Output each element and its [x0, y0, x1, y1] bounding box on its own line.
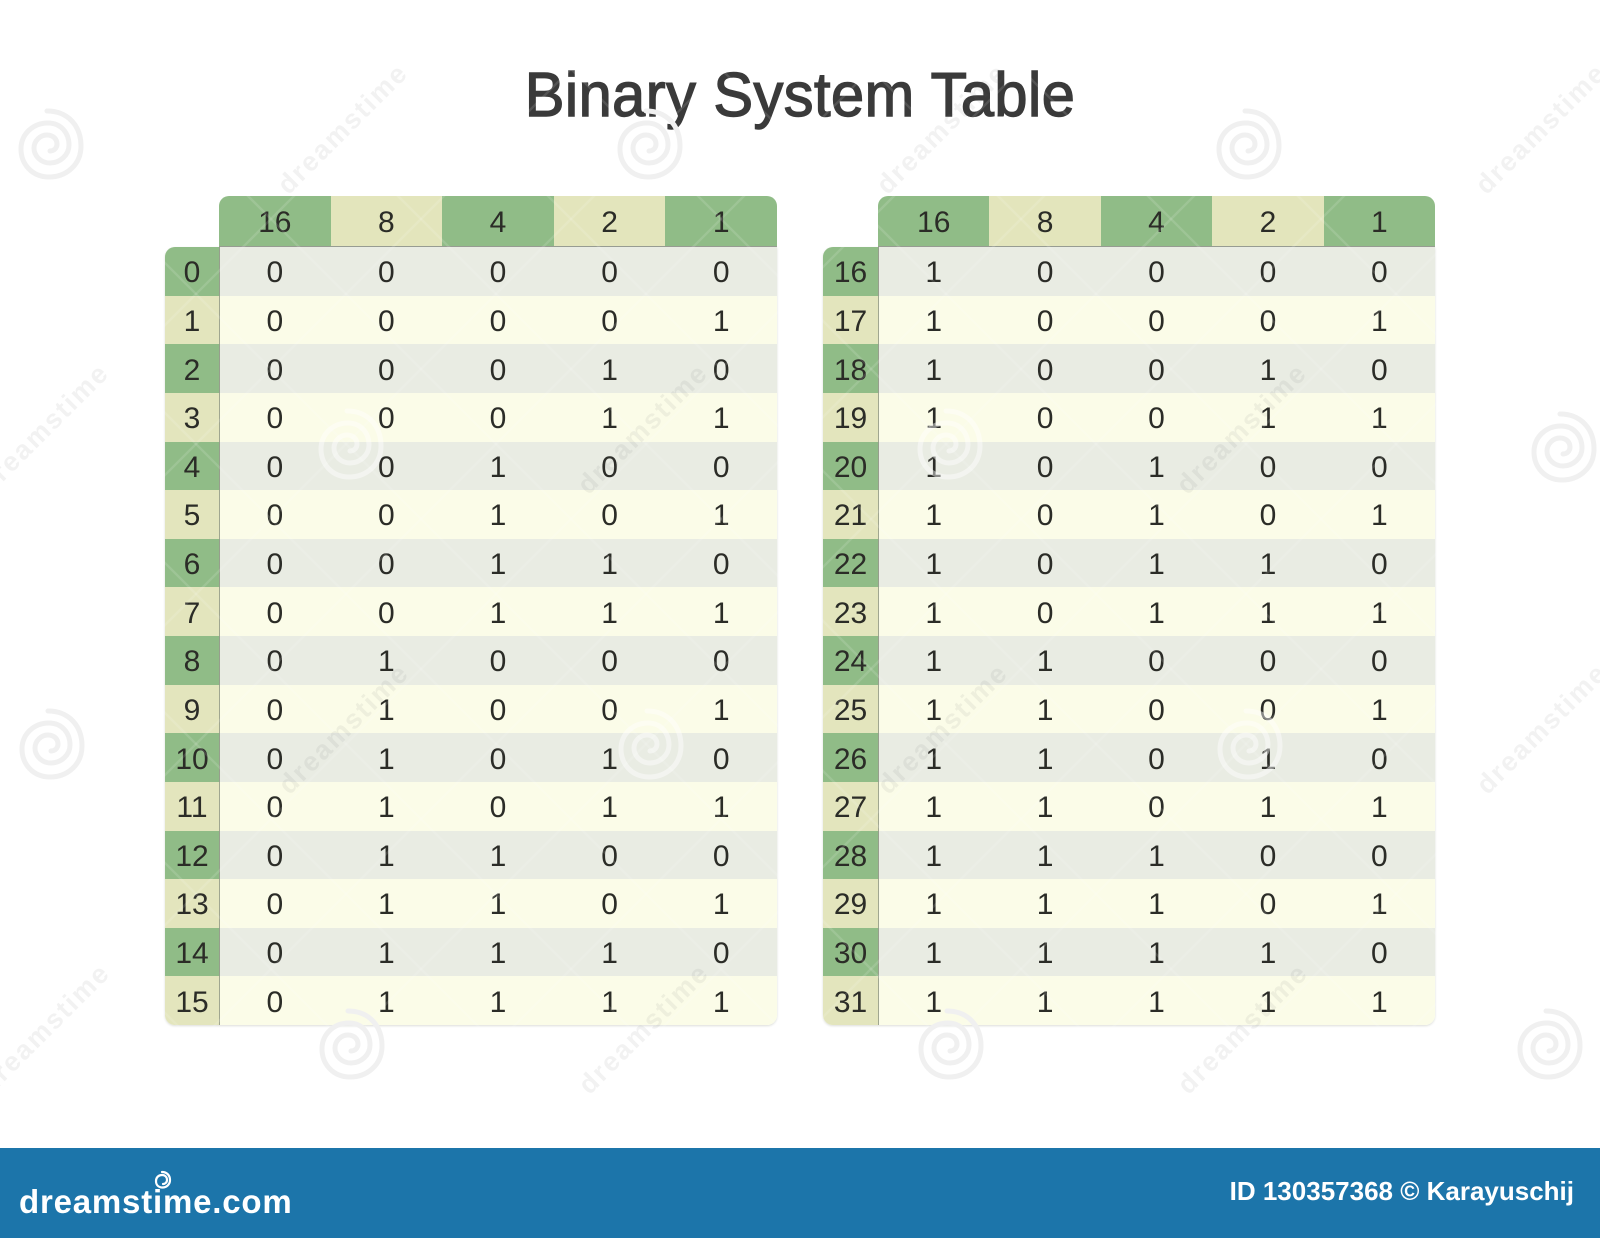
svg-text:dreamstime: dreamstime [871, 657, 1014, 800]
svg-text:dreamstime: dreamstime [0, 957, 116, 1100]
svg-text:dreamstime: dreamstime [271, 57, 414, 200]
svg-text:dreamstime: dreamstime [0, 357, 115, 500]
svg-text:dreamstime: dreamstime [1170, 357, 1313, 500]
svg-text:dreamstime: dreamstime [571, 357, 714, 500]
svg-text:dreamstime: dreamstime [572, 957, 715, 1100]
svg-text:dreamstime: dreamstime [870, 57, 1013, 200]
svg-text:dreamstime: dreamstime [272, 657, 415, 800]
svg-text:dreamstime: dreamstime [1171, 957, 1314, 1100]
